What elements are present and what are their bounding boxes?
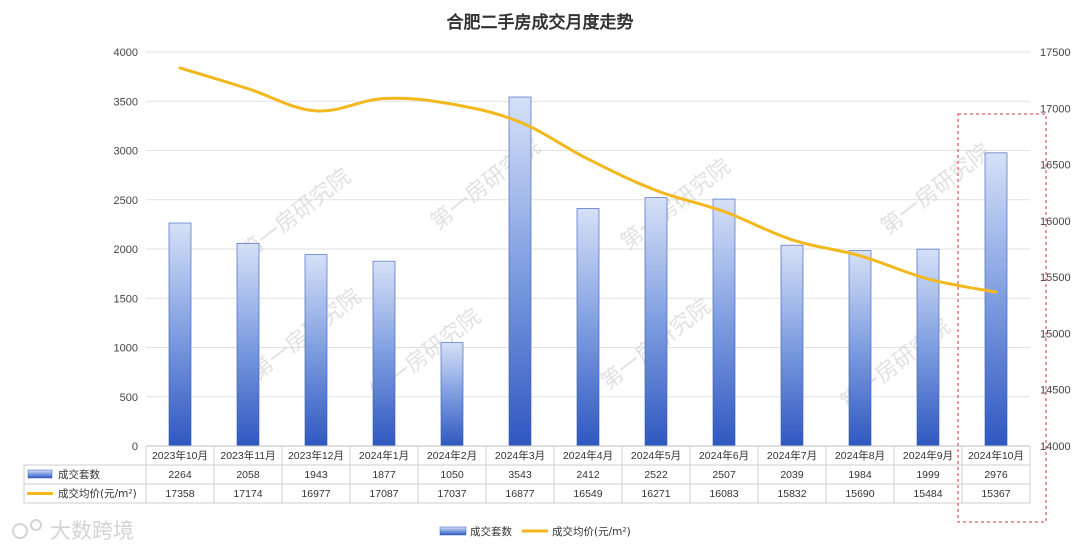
data-label-bar: 2522 xyxy=(644,469,668,481)
legend-label-bar: 成交套数 xyxy=(470,525,512,538)
x-tick-label: 2023年12月 xyxy=(288,449,344,462)
data-label-line: 17358 xyxy=(165,488,194,500)
data-label-line: 17087 xyxy=(369,488,398,500)
x-tick-label: 2024年3月 xyxy=(495,449,545,462)
data-label-line: 16877 xyxy=(505,488,534,500)
data-label-bar: 1999 xyxy=(916,469,940,481)
data-label-line: 15832 xyxy=(777,488,806,500)
x-tick-label: 2024年5月 xyxy=(631,449,681,462)
bar-series xyxy=(168,96,1008,447)
y-right-tick: 14500 xyxy=(1040,385,1071,397)
row-key-bar xyxy=(27,469,53,479)
bar xyxy=(372,260,396,447)
highlight-rect xyxy=(957,113,1047,523)
y-left-tick: 2500 xyxy=(114,195,138,207)
y-left-tick: 1000 xyxy=(114,343,138,355)
data-label-line: 17174 xyxy=(233,488,262,500)
y-right-tick: 16500 xyxy=(1040,160,1071,172)
x-tick-label: 2024年8月 xyxy=(835,449,885,462)
y-axis-left: 0 500 1000 1500 2000 2500 3000 3500 4000 xyxy=(114,47,138,453)
y-left-tick: 2000 xyxy=(114,244,138,256)
y-right-tick: 14000 xyxy=(1040,441,1071,453)
data-label-line: 15367 xyxy=(981,488,1010,500)
watermarks: 第一房研究院第一房研究院第一房研究院第一房研究院第一房研究院第一房研究院第一房研… xyxy=(236,134,995,415)
data-label-bar: 2412 xyxy=(576,469,600,481)
logo-icon xyxy=(12,523,28,539)
logo-icon-small xyxy=(30,519,42,531)
x-tick-label: 2023年10月 xyxy=(152,449,208,462)
data-label-line: 15690 xyxy=(845,488,874,500)
y-left-tick: 1500 xyxy=(114,293,138,305)
row-label-bar: 成交套数 xyxy=(58,468,100,481)
chart-title: 合肥二手房成交月度走势 xyxy=(447,12,634,33)
line-series xyxy=(178,66,998,294)
bar xyxy=(644,197,668,447)
highlight-box xyxy=(957,113,1047,523)
bar xyxy=(168,222,192,447)
bar xyxy=(712,198,736,447)
bar xyxy=(576,208,600,447)
brand-logo: 大数跨境 xyxy=(12,519,134,543)
bar xyxy=(508,96,532,447)
data-label-bar: 3543 xyxy=(508,469,532,481)
y-right-tick: 17500 xyxy=(1040,47,1071,59)
y-right-tick: 15000 xyxy=(1040,328,1071,340)
data-label-line: 16083 xyxy=(709,488,738,500)
x-tick-label: 2024年2月 xyxy=(427,449,477,462)
data-label-bar: 1943 xyxy=(304,469,328,481)
y-left-tick: 3500 xyxy=(114,96,138,108)
y-left-tick: 500 xyxy=(120,392,138,404)
data-label-bar: 1984 xyxy=(848,469,872,481)
data-label-bar: 2264 xyxy=(168,469,192,481)
y-right-tick: 17000 xyxy=(1040,103,1071,115)
y-left-tick: 0 xyxy=(132,441,138,453)
data-label-line: 16549 xyxy=(573,488,602,500)
y-left-tick: 4000 xyxy=(114,47,138,59)
data-label-bar: 2058 xyxy=(236,469,260,481)
data-label-bar: 1877 xyxy=(372,469,396,481)
bar xyxy=(780,244,804,447)
row-label-line: 成交均价(元/m²) xyxy=(58,487,137,500)
data-label-bar: 2507 xyxy=(712,469,736,481)
x-tick-label: 2024年4月 xyxy=(563,449,613,462)
legend-key-bar xyxy=(439,526,467,536)
data-label-line: 16977 xyxy=(301,488,330,500)
y-right-tick: 16000 xyxy=(1040,216,1071,228)
data-label-bar: 2976 xyxy=(984,469,1008,481)
y-right-tick: 15500 xyxy=(1040,272,1071,284)
bar xyxy=(984,152,1008,447)
bar xyxy=(440,342,464,447)
data-label-bar: 1050 xyxy=(440,469,464,481)
bar xyxy=(304,254,328,447)
logo-text: 大数跨境 xyxy=(50,519,134,543)
watermark-text: 第一房研究院 xyxy=(876,139,995,240)
x-tick-label: 2023年11月 xyxy=(220,449,275,462)
data-label-line: 17037 xyxy=(437,488,466,500)
y-axis-right: 14000 14500 15000 15500 16000 16500 17000 17500 xyxy=(1040,47,1071,453)
x-tick-label: 2024年7月 xyxy=(767,449,817,462)
x-tick-label: 2024年10月 xyxy=(968,449,1024,462)
legend: 成交套数 成交均价(元/m²) xyxy=(439,525,631,538)
data-label-line: 15484 xyxy=(913,488,942,500)
legend-label-line: 成交均价(元/m²) xyxy=(552,525,631,538)
data-label-line: 16271 xyxy=(641,488,670,500)
price-line xyxy=(178,66,998,294)
bar xyxy=(236,242,260,447)
x-tick-label: 2024年9月 xyxy=(903,449,953,462)
data-table: 2023年10月 2023年11月 2023年12月 2024年1月 2024年2月 20… xyxy=(23,445,1031,504)
bar xyxy=(848,250,872,447)
data-label-bar: 2039 xyxy=(780,469,804,481)
x-tick-label: 2024年1月 xyxy=(359,449,409,462)
y-left-tick: 3000 xyxy=(114,146,138,158)
x-tick-label: 2024年6月 xyxy=(699,449,749,462)
